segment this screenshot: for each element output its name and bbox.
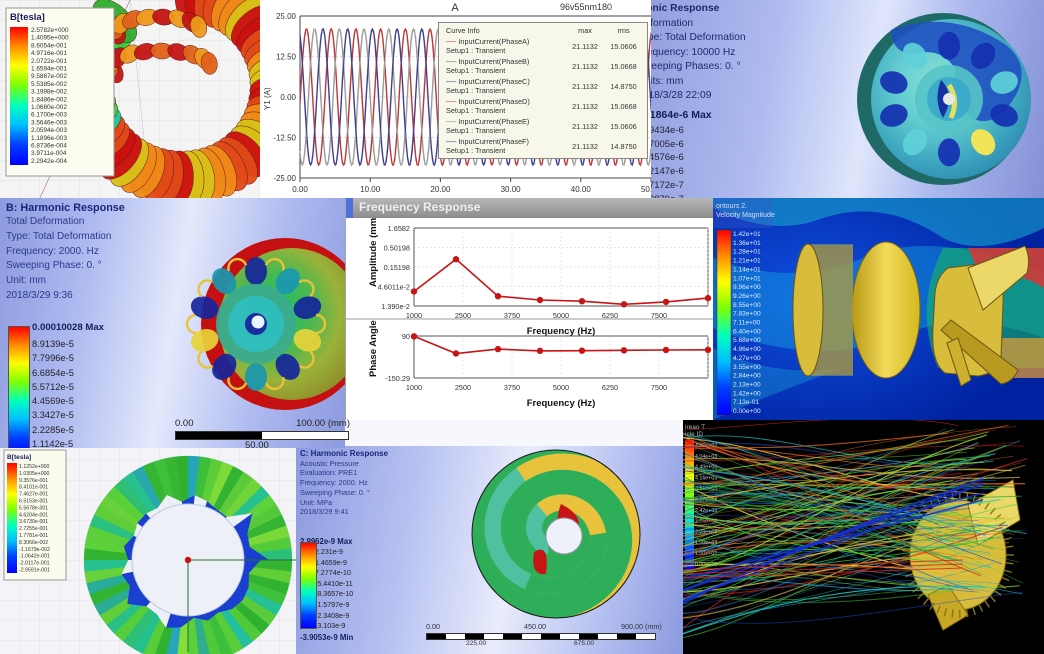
svg-text:1.4095e+000: 1.4095e+000 <box>31 35 69 42</box>
svg-text:1.390e-2: 1.390e-2 <box>381 302 410 311</box>
svg-text:-150.29: -150.29 <box>385 374 410 383</box>
svg-text:0.00: 0.00 <box>280 93 296 102</box>
svg-text:96v55nm180: 96v55nm180 <box>560 2 612 12</box>
svg-text:12.50: 12.50 <box>276 53 297 62</box>
svg-text:6.1700e-003: 6.1700e-003 <box>31 112 67 119</box>
svg-text:Velocity Magnitude: Velocity Magnitude <box>716 212 775 219</box>
svg-text:4.6011e-2: 4.6011e-2 <box>378 283 410 292</box>
svg-text:30.00: 30.00 <box>501 185 522 194</box>
svg-text:9.26e+00: 9.26e+00 <box>733 293 761 300</box>
svg-text:-1.1679e-002: -1.1679e-002 <box>19 547 50 553</box>
svg-text:5.5385e-002: 5.5385e-002 <box>31 81 67 88</box>
svg-text:9.5867e-002: 9.5867e-002 <box>31 73 67 80</box>
svg-text:6.5153e-001: 6.5153e-001 <box>19 499 48 505</box>
svg-text:6250: 6250 <box>602 383 618 392</box>
svg-text:Amplitude (mm/s): Amplitude (mm/s) <box>368 218 379 287</box>
svg-text:1.6594e-001: 1.6594e-001 <box>31 66 67 73</box>
svg-text:2.84e+00: 2.84e+00 <box>733 373 761 380</box>
svg-text:4.9716e-001: 4.9716e-001 <box>31 50 67 57</box>
svg-text:Frequency (Hz): Frequency (Hz) <box>527 326 596 337</box>
svg-text:7.83e+00: 7.83e+00 <box>733 311 761 318</box>
svg-text:3.6730e-001: 3.6730e-001 <box>19 519 48 525</box>
svg-text:4.6204e-001: 4.6204e-001 <box>19 512 48 518</box>
svg-text:7.4627e-001: 7.4627e-001 <box>19 492 48 498</box>
svg-text:1000: 1000 <box>406 311 422 320</box>
svg-text:1.8486e-002: 1.8486e-002 <box>31 96 67 103</box>
svg-text:-2.9591e-001: -2.9591e-001 <box>19 568 50 574</box>
svg-text:0.15198: 0.15198 <box>384 263 410 272</box>
svg-text:A: A <box>451 2 459 14</box>
svg-text:9.3576e-001: 9.3576e-001 <box>19 478 48 484</box>
svg-text:Frequency (Hz): Frequency (Hz) <box>527 398 596 409</box>
svg-text:7500: 7500 <box>651 383 667 392</box>
svg-text:4.96e+00: 4.96e+00 <box>733 346 761 353</box>
svg-text:5.68e+00: 5.68e+00 <box>733 337 761 344</box>
svg-text:6.40e+00: 6.40e+00 <box>733 328 761 335</box>
svg-text:20.00: 20.00 <box>430 185 451 194</box>
svg-text:8.3066e-002: 8.3066e-002 <box>19 540 48 546</box>
svg-text:5.5678e-001: 5.5678e-001 <box>19 505 48 511</box>
svg-text:1.42e+00: 1.42e+00 <box>733 390 761 397</box>
svg-text:1000: 1000 <box>406 383 422 392</box>
svg-text:1.36e+01: 1.36e+01 <box>733 240 761 247</box>
svg-text:1.0305e+000: 1.0305e+000 <box>19 471 50 477</box>
svg-text:2.0594e-003: 2.0594e-003 <box>31 127 67 134</box>
svg-text:2500: 2500 <box>455 311 471 320</box>
svg-text:0.00: 0.00 <box>292 185 308 194</box>
svg-text:-2.0117e-001: -2.0117e-001 <box>19 561 50 567</box>
svg-text:1.42e+01: 1.42e+01 <box>733 231 761 238</box>
svg-text:1.1252e+000: 1.1252e+000 <box>19 464 50 470</box>
svg-text:1.0680e-002: 1.0680e-002 <box>31 104 67 111</box>
svg-text:9.96e+00: 9.96e+00 <box>733 284 761 291</box>
svg-text:ontours 2.: ontours 2. <box>716 203 747 210</box>
svg-text:Phase Angle: Phase Angle <box>368 320 379 377</box>
svg-text:5000: 5000 <box>553 383 569 392</box>
svg-text:3.9711e-004: 3.9711e-004 <box>31 150 67 157</box>
svg-text:40.00: 40.00 <box>571 185 592 194</box>
svg-text:2.13e+00: 2.13e+00 <box>733 381 761 388</box>
svg-text:B[tesla]: B[tesla] <box>7 454 31 461</box>
svg-text:1.1896e-003: 1.1896e-003 <box>31 135 67 142</box>
svg-text:4.27e+00: 4.27e+00 <box>733 355 761 362</box>
svg-text:1.6582: 1.6582 <box>388 224 410 233</box>
svg-text:3.55e+00: 3.55e+00 <box>733 364 761 371</box>
svg-text:90: 90 <box>402 332 410 341</box>
svg-text:3.5646e-003: 3.5646e-003 <box>31 119 67 126</box>
svg-text:0.50198: 0.50198 <box>384 244 410 253</box>
svg-text:2500: 2500 <box>455 383 471 392</box>
svg-text:7.13e-01: 7.13e-01 <box>733 399 759 406</box>
svg-text:6250: 6250 <box>602 311 618 320</box>
svg-text:10.00: 10.00 <box>360 185 381 194</box>
svg-text:6.8736e-004: 6.8736e-004 <box>31 143 67 150</box>
svg-text:8.55e+00: 8.55e+00 <box>733 302 761 309</box>
svg-text:3750: 3750 <box>504 383 520 392</box>
svg-text:-1.0642e-001: -1.0642e-001 <box>19 554 50 560</box>
svg-text:1.7781e-001: 1.7781e-001 <box>19 533 48 539</box>
svg-text:25.00: 25.00 <box>276 12 297 21</box>
svg-text:2.2942e-004: 2.2942e-004 <box>31 158 67 165</box>
svg-text:3.1998e-002: 3.1998e-002 <box>31 89 67 96</box>
svg-text:B[tesla]: B[tesla] <box>10 12 45 23</box>
svg-text:3750: 3750 <box>504 311 520 320</box>
svg-text:Y1 (A): Y1 (A) <box>263 87 272 110</box>
svg-text:1.07e+01: 1.07e+01 <box>733 275 761 282</box>
svg-text:7500: 7500 <box>651 311 667 320</box>
svg-text:1.14e+01: 1.14e+01 <box>733 266 761 273</box>
svg-text:0.00e+00: 0.00e+00 <box>733 408 761 415</box>
svg-text:-25.00: -25.00 <box>273 174 296 183</box>
svg-text:8.6054e-001: 8.6054e-001 <box>31 42 67 49</box>
svg-text:2.7255e-001: 2.7255e-001 <box>19 526 48 532</box>
svg-text:1.21e+01: 1.21e+01 <box>733 258 761 265</box>
svg-text:2.5782e+000: 2.5782e+000 <box>31 27 69 34</box>
svg-text:1.28e+01: 1.28e+01 <box>733 249 761 256</box>
svg-text:7.11e+00: 7.11e+00 <box>733 320 761 327</box>
svg-text:50.00: 50.00 <box>641 185 651 194</box>
svg-text:2.0722e-001: 2.0722e-001 <box>31 58 67 65</box>
svg-text:-12.50: -12.50 <box>273 134 296 143</box>
svg-text:8.4101e-001: 8.4101e-001 <box>19 485 48 491</box>
svg-text:5000: 5000 <box>553 311 569 320</box>
